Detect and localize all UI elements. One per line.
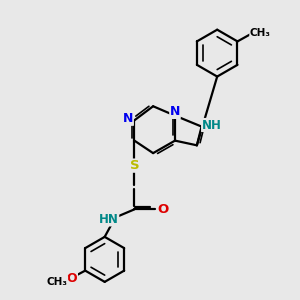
Text: N: N [170, 105, 180, 119]
Text: O: O [158, 203, 169, 216]
Text: CH₃: CH₃ [250, 28, 271, 38]
Text: NH: NH [202, 118, 221, 131]
Text: N: N [123, 112, 133, 125]
Text: CH₃: CH₃ [46, 277, 68, 286]
Text: O: O [67, 272, 77, 285]
Text: S: S [130, 159, 139, 172]
Text: HN: HN [99, 213, 119, 226]
